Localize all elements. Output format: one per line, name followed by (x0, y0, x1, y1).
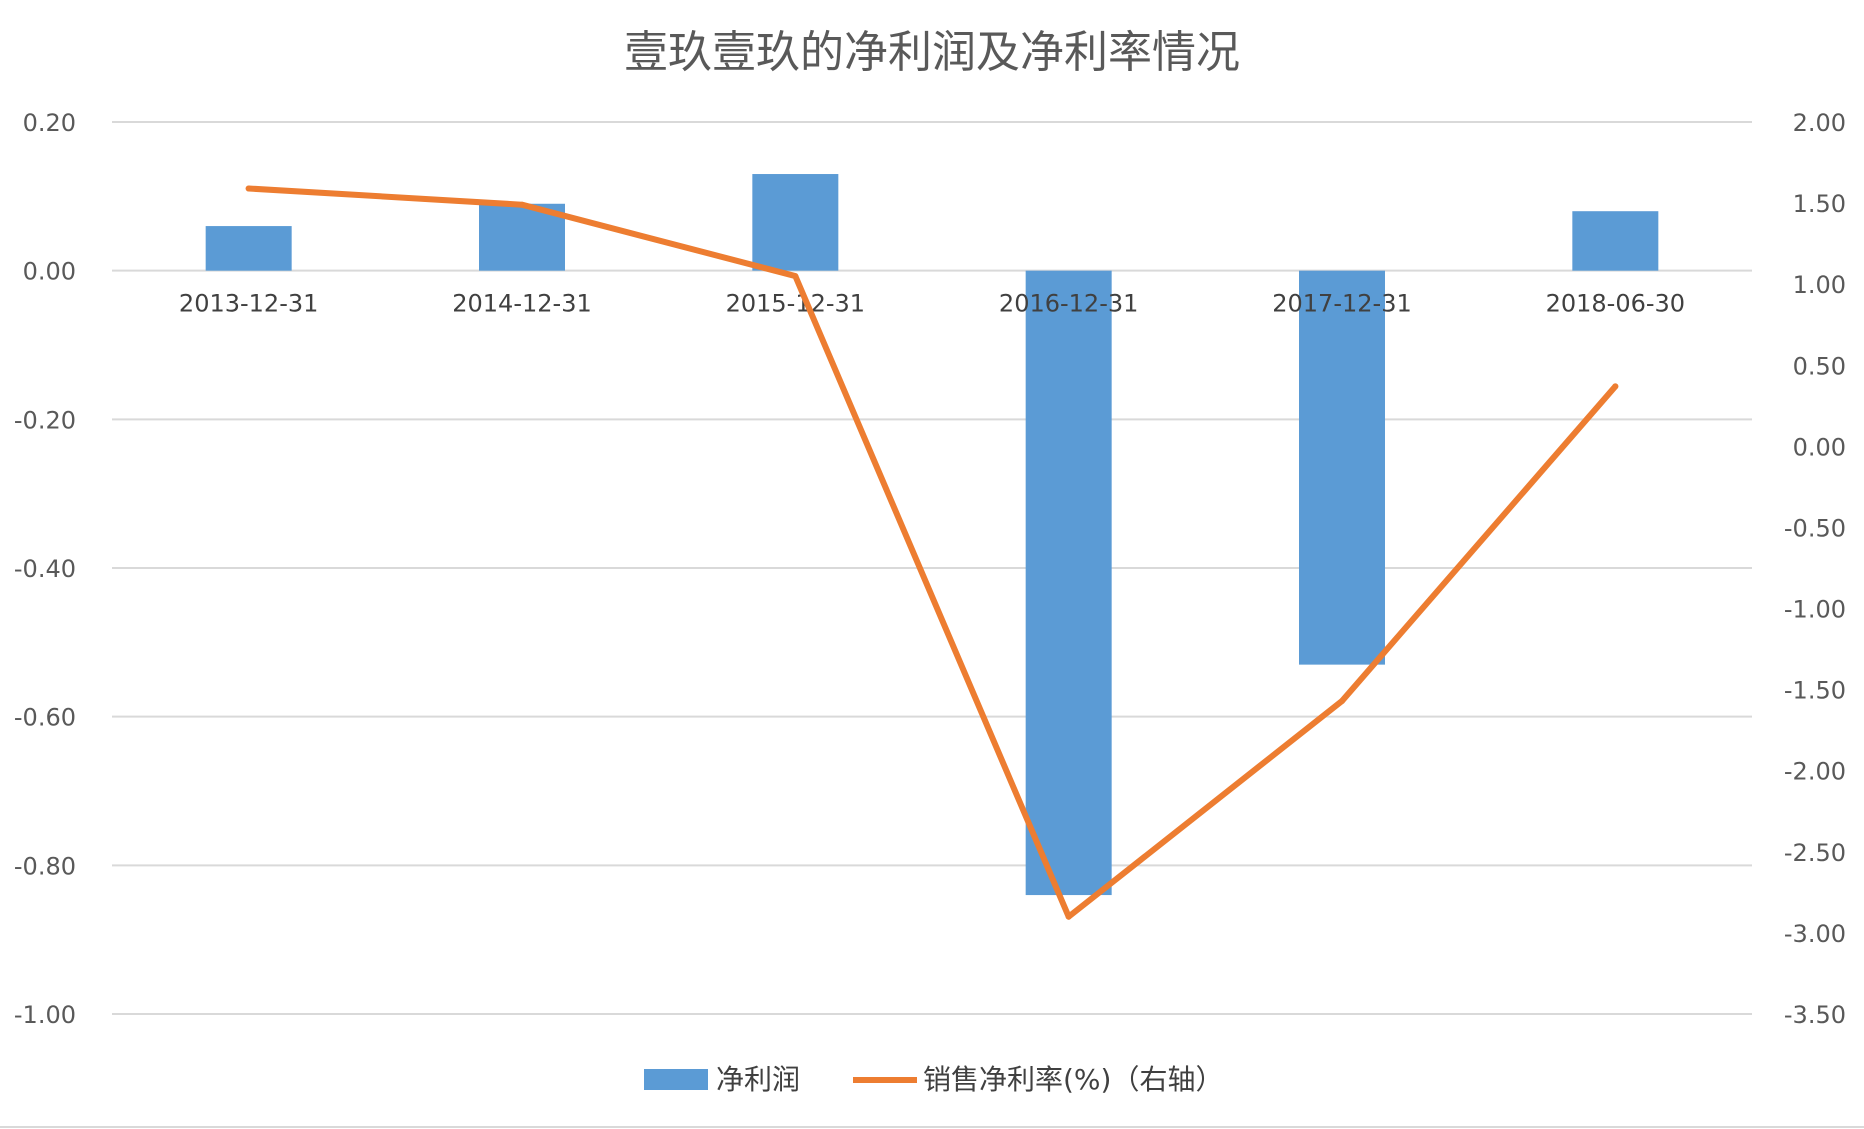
line-point-net-margin (792, 273, 799, 280)
left-y-axis: 0.20 0.00 -0.20 -0.40 -0.60 -0.80 -1.00 (14, 109, 76, 1029)
left-axis-tick-label: -0.60 (14, 704, 76, 732)
left-axis-tick-label: 0.20 (23, 109, 76, 137)
right-axis-tick-label: 0.00 (1793, 433, 1846, 461)
x-axis-category-label: 2014-12-31 (452, 290, 591, 318)
line-point-net-margin (1339, 697, 1345, 704)
chart-title: 壹玖壹玖的净利润及净利率情况 (624, 27, 1240, 78)
x-axis-category-label: 2018-06-30 (1546, 290, 1685, 318)
left-axis-tick-label: -0.80 (14, 852, 76, 880)
left-axis-tick-label: 0.00 (23, 258, 76, 286)
right-axis-tick-label: -1.00 (1784, 596, 1846, 624)
right-axis-tick-label: 1.00 (1793, 271, 1846, 299)
right-axis-tick-label: -3.00 (1784, 920, 1846, 948)
right-axis-tick-label: -2.50 (1784, 839, 1846, 867)
line-point-net-margin (519, 201, 525, 208)
line-net-margin (245, 185, 1619, 920)
line-point-net-margin (1612, 383, 1619, 390)
x-axis-category-labels: 2013-12-31 2014-12-31 2015-12-31 2016-12-31… (179, 290, 1685, 318)
bar-net-profit (205, 226, 292, 271)
right-axis-tick-label: 2.00 (1793, 109, 1846, 137)
left-axis-tick-label: -0.20 (14, 406, 76, 434)
x-axis-category-label: 2013-12-31 (179, 290, 318, 318)
right-axis-tick-label: 0.50 (1793, 352, 1846, 380)
bar-net-profit (1299, 270, 1385, 665)
line-point-net-margin (245, 185, 252, 192)
right-axis-tick-label: -3.50 (1784, 1001, 1846, 1029)
legend-label-net-margin: 销售净利率(%)（右轴） (923, 1063, 1223, 1096)
net-margin-line-series (245, 185, 1619, 920)
x-axis-category-label: 2016-12-31 (999, 290, 1138, 318)
bar-net-profit (752, 174, 839, 271)
net-profit-bars (205, 174, 1659, 896)
x-axis-category-label: 2015-12-31 (726, 290, 865, 318)
legend-label-net-profit: 净利润 (716, 1063, 800, 1096)
right-y-axis: 2.00 1.50 1.00 0.50 0.00 -0.50 -1.00 -1.50 -2.00… (1784, 109, 1846, 1029)
bar-net-profit (1025, 270, 1112, 896)
right-axis-tick-label: 1.50 (1793, 190, 1846, 218)
line-point-net-margin (1065, 913, 1072, 920)
gridlines (112, 121, 1752, 1015)
legend: 净利润 销售净利率(%)（右轴） (644, 1063, 1223, 1096)
right-axis-tick-label: -1.50 (1784, 677, 1846, 705)
left-axis-tick-label: -0.40 (14, 555, 76, 583)
right-axis-tick-label: -2.00 (1784, 758, 1846, 786)
right-axis-tick-label: -0.50 (1784, 514, 1846, 542)
bar-net-profit (1572, 211, 1659, 271)
left-axis-tick-label: -1.00 (14, 1001, 76, 1029)
legend-swatch-net-profit (644, 1069, 708, 1090)
x-axis-category-label: 2017-12-31 (1272, 290, 1411, 318)
